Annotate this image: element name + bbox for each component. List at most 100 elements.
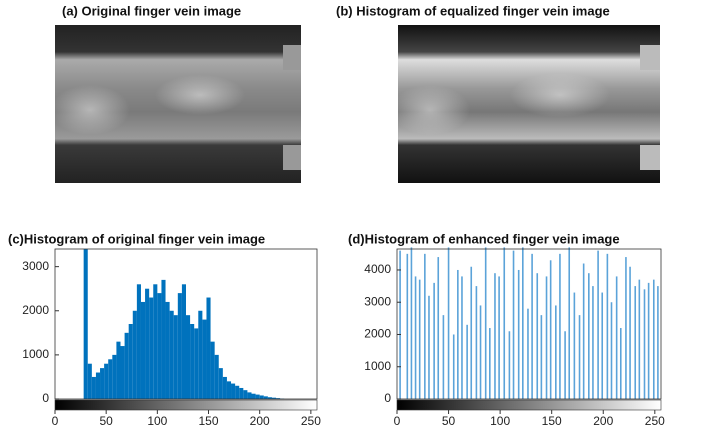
hist-bar: [140, 301, 146, 399]
bar: [433, 282, 435, 399]
y-tick-label: 0: [42, 391, 49, 405]
bar: [470, 266, 473, 399]
x-tick-label: 0: [394, 414, 401, 428]
bar: [484, 247, 487, 399]
bar: [527, 308, 529, 399]
hist-bar: [198, 310, 203, 399]
hist-bar: [226, 381, 232, 399]
bar: [564, 331, 566, 399]
x-tick-label: 50: [442, 414, 456, 428]
hist-bar: [177, 293, 182, 399]
bar: [512, 250, 515, 399]
bar: [498, 276, 500, 399]
x-tick-label: 250: [645, 414, 665, 428]
image-a: [50, 25, 301, 183]
y-tick-label: 0: [384, 391, 391, 405]
hist-bar: [91, 376, 96, 399]
bar: [428, 295, 430, 399]
bar: [442, 315, 445, 399]
hist-bar: [116, 341, 121, 399]
hist-bar: [173, 315, 178, 399]
bar: [522, 247, 524, 399]
bar: [494, 273, 496, 399]
hist-bar: [259, 395, 264, 399]
hist-bar: [124, 332, 129, 399]
y-tick-label: 3000: [22, 259, 49, 273]
hist-bar: [214, 354, 219, 399]
hist-bar: [271, 397, 277, 399]
hist-bar: [276, 398, 281, 399]
x-tick-label: 200: [250, 414, 270, 428]
bar: [489, 328, 491, 399]
bar: [592, 286, 594, 399]
hist-bar: [222, 376, 227, 399]
bar: [447, 247, 450, 399]
hist-bar: [235, 385, 240, 399]
bar: [437, 257, 440, 399]
x-tick-label: 200: [593, 414, 613, 428]
hist-bar: [251, 393, 256, 399]
hist-bar: [128, 324, 133, 399]
hist-bar: [120, 346, 125, 399]
hist-bar: [161, 279, 166, 399]
x-tick-label: 250: [301, 414, 321, 428]
bar: [479, 305, 482, 399]
hist-bar: [263, 396, 268, 399]
hist-bar: [210, 341, 215, 399]
bar: [424, 253, 426, 399]
bar: [629, 266, 631, 399]
hist-bar: [132, 310, 137, 399]
bar: [461, 276, 463, 399]
x-tick-label: 50: [99, 414, 113, 428]
y-tick-label: 3000: [364, 294, 391, 308]
hist-bar: [95, 372, 101, 399]
hist-bar: [169, 310, 174, 399]
panel-title: (b) Histogram of equalized finger vein i…: [336, 3, 610, 18]
x-tick-label: 100: [147, 414, 167, 428]
x-tick-label: 0: [52, 414, 59, 428]
y-tick-label: 1000: [22, 347, 49, 361]
hist-bar: [87, 363, 92, 399]
bar: [578, 315, 581, 399]
y-tick-label: 4000: [364, 262, 391, 276]
hist-bar: [231, 383, 236, 399]
bar: [601, 292, 604, 399]
bar: [406, 253, 409, 399]
bar: [597, 250, 599, 399]
y-tick-label: 1000: [364, 359, 391, 373]
hist-bar: [255, 394, 260, 399]
hist-bar: [181, 284, 186, 399]
bar: [414, 276, 417, 399]
hist-bar: [108, 359, 113, 399]
hist-bar: [247, 392, 252, 399]
bar: [559, 253, 561, 399]
panel-title: (d)Histogram of enhanced finger vein ima…: [348, 231, 620, 246]
bar: [503, 247, 506, 399]
hist-bar: [136, 284, 141, 399]
bar: [647, 282, 650, 399]
bar: [399, 250, 401, 399]
bar: [588, 273, 590, 399]
hist-bar: [153, 284, 158, 399]
bar: [536, 273, 539, 399]
x-tick-label: 150: [199, 414, 219, 428]
bar: [457, 269, 459, 399]
bar: [606, 253, 609, 399]
bar: [475, 286, 478, 399]
hist-bar: [267, 397, 272, 399]
y-tick-label: 2000: [22, 303, 49, 317]
bar: [466, 324, 468, 399]
colorbar: [396, 399, 662, 411]
bar: [517, 269, 520, 399]
hist-bar: [202, 319, 207, 399]
hist-bar: [100, 368, 105, 399]
hist-bar: [145, 288, 150, 399]
bar: [643, 289, 646, 399]
bar: [652, 279, 655, 399]
hist-bar: [243, 390, 248, 399]
hist-bar: [83, 249, 88, 399]
bar: [531, 253, 533, 399]
colorbar: [54, 399, 318, 411]
bar: [582, 263, 585, 399]
